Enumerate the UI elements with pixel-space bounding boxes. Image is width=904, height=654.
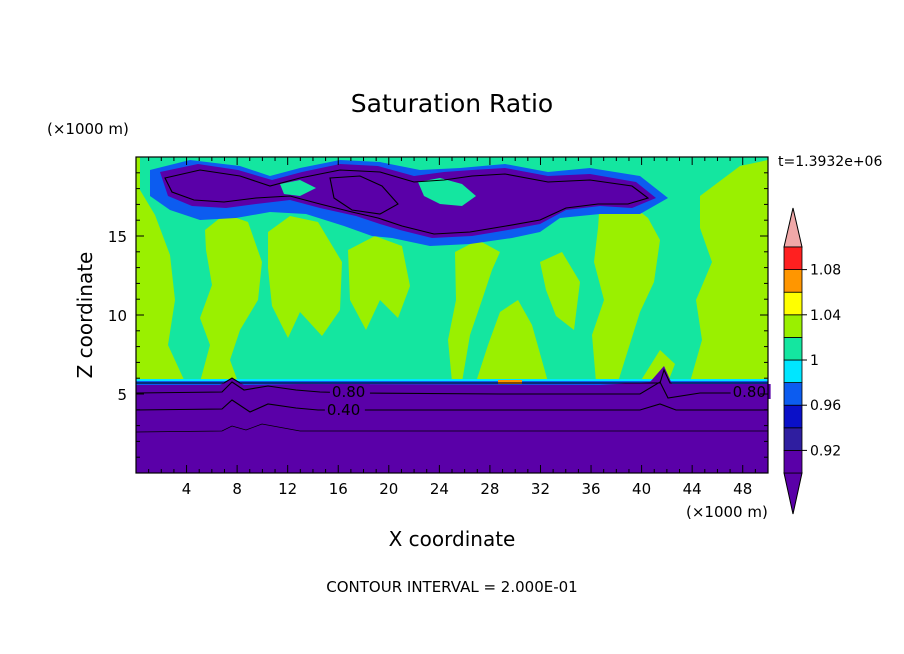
field-region-supersaturated bbox=[476, 300, 548, 382]
colorbar-bin bbox=[783, 427, 803, 451]
field-region-supersaturated bbox=[136, 157, 185, 382]
x-tick-label: 16 bbox=[329, 480, 348, 498]
contour-label: 0.80 bbox=[733, 383, 766, 401]
colorbar: 0.92 0.96 1 1.04 1.08 bbox=[783, 207, 841, 515]
x-axis-ticks: 4 8 12 16 20 24 28 32 36 40 44 48 bbox=[148, 157, 756, 498]
colorbar-bin bbox=[783, 404, 803, 429]
colorbar-bin bbox=[783, 246, 803, 271]
y-axis-label: Z coordinate bbox=[73, 252, 97, 379]
x-tick-label: 4 bbox=[182, 480, 192, 498]
contour-label-bg bbox=[730, 384, 771, 399]
y-tick-label: 15 bbox=[108, 228, 127, 246]
field-hot-spot bbox=[498, 380, 522, 384]
x-tick-label: 28 bbox=[480, 480, 499, 498]
field-region-dry-lower bbox=[136, 366, 768, 473]
contour-labels: 0.80 0.800.40 bbox=[324, 383, 771, 419]
chart-title: Saturation Ratio bbox=[351, 89, 553, 118]
field-region-moist-gap bbox=[418, 178, 476, 206]
field-region-supersaturated bbox=[348, 236, 410, 330]
y-tick-label: 10 bbox=[108, 307, 127, 325]
field-region-supersaturated bbox=[448, 240, 500, 382]
y-unit-label: (×1000 m) bbox=[47, 120, 129, 138]
x-tick-label: 40 bbox=[632, 480, 651, 498]
contour-line-upper bbox=[329, 175, 399, 215]
time-label: t=1.3932e+06 bbox=[778, 154, 882, 170]
x-tick-label: 32 bbox=[531, 480, 550, 498]
contour-label: 0.80 bbox=[332, 383, 365, 401]
y-tick-label: 5 bbox=[117, 386, 127, 404]
colorbar-label: 0.96 bbox=[810, 398, 841, 414]
saturation-field bbox=[136, 157, 768, 473]
field-region-supersaturated bbox=[200, 214, 262, 382]
x-tick-label: 12 bbox=[278, 480, 297, 498]
x-axis-label: X coordinate bbox=[389, 527, 516, 551]
colorbar-bin bbox=[783, 269, 803, 293]
contour-line-lower bbox=[136, 423, 768, 433]
x-tick-label: 44 bbox=[683, 480, 702, 498]
x-tick-label: 24 bbox=[430, 480, 449, 498]
field-region-supersaturated bbox=[540, 252, 580, 330]
colorbar-bin bbox=[783, 336, 803, 361]
colorbar-bin bbox=[783, 382, 803, 406]
contour-label-bg bbox=[329, 384, 370, 399]
x-tick-label: 8 bbox=[232, 480, 242, 498]
x-tick-label: 36 bbox=[581, 480, 600, 498]
colorbar-label: 1.04 bbox=[810, 308, 841, 324]
y-axis-ticks: 5 10 15 bbox=[108, 172, 768, 458]
contour-label: 0.40 bbox=[327, 401, 360, 419]
contour-label-bg bbox=[324, 402, 365, 417]
field-region-supersaturated bbox=[690, 160, 768, 382]
colorbar-under-arrow bbox=[783, 472, 803, 515]
colorbar-bin bbox=[783, 449, 803, 474]
field-region-supersaturated bbox=[268, 216, 342, 338]
x-unit-label: (×1000 m) bbox=[686, 503, 768, 521]
colorbar-label: 0.92 bbox=[810, 443, 841, 459]
colorbar-label: 1 bbox=[810, 353, 819, 369]
contour-line-0-40 bbox=[136, 399, 768, 413]
x-tick-label: 20 bbox=[379, 480, 398, 498]
colorbar-over-arrow bbox=[783, 207, 803, 248]
colorbar-bin bbox=[783, 291, 803, 316]
contour-line-upper bbox=[164, 169, 650, 235]
contour-line-interface bbox=[136, 368, 768, 384]
colorbar-label: 1.08 bbox=[810, 263, 841, 279]
field-region-moist-gap bbox=[280, 180, 316, 196]
colorbar-bin bbox=[783, 314, 803, 338]
field-region-supersaturated bbox=[592, 200, 660, 382]
field-interface-band-cyan bbox=[136, 379, 768, 381]
colorbar-bin bbox=[783, 359, 803, 384]
contour-interval-note: CONTOUR INTERVAL = 2.000E-01 bbox=[326, 578, 577, 596]
x-tick-label: 48 bbox=[733, 480, 752, 498]
